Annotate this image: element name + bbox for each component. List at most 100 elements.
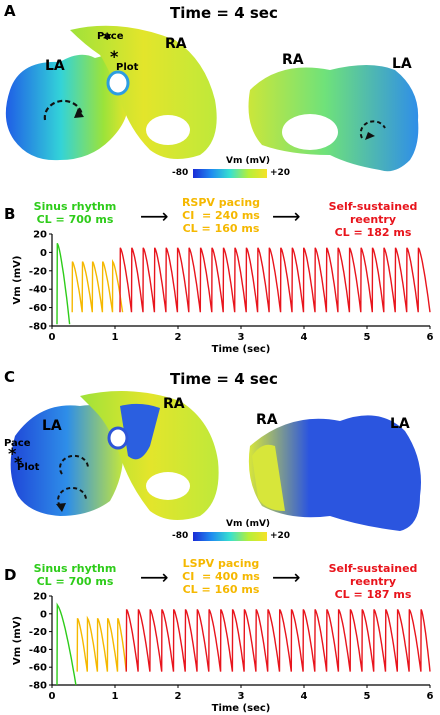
panel-c-right-view-surface xyxy=(248,415,421,531)
panel-d-pacing-line2: CI = 400 ms xyxy=(182,570,260,583)
panel-a-legend-min: -80 xyxy=(172,168,189,178)
panel-d-sinus-line1: Sinus rhythm xyxy=(33,562,117,575)
panel-c-atria-render: * * xyxy=(8,391,421,531)
panel-a-right-view-surface xyxy=(248,65,419,172)
panel-b-arrow-2: ⟶ xyxy=(272,204,301,228)
panel-letter-a: A xyxy=(4,2,16,20)
panel-c-right-yellow-band xyxy=(252,444,285,511)
panel-a-colorbar xyxy=(193,169,267,178)
x-tick-label: 3 xyxy=(238,691,245,702)
x-tick-label: 2 xyxy=(175,332,182,343)
panel-c-reentry-arrowhead xyxy=(56,503,66,512)
y-tick-label: -60 xyxy=(29,663,47,674)
x-tick-label: 5 xyxy=(364,691,371,702)
x-tick-label: 4 xyxy=(301,332,308,343)
panel-c-reentry-arrow-upper xyxy=(59,454,90,475)
x-tick-label: 6 xyxy=(427,332,434,343)
panel-a-reentry-arrowhead-right xyxy=(365,132,375,140)
panel-c-label-ra-right: RA xyxy=(256,412,278,428)
x-tick-label: 1 xyxy=(112,691,119,702)
panel-a-label-ra-left: RA xyxy=(165,36,187,52)
y-tick-label: 0 xyxy=(40,609,47,620)
x-tick-label: 3 xyxy=(238,332,245,343)
panel-d-sinus-line2: CL = 700 ms xyxy=(36,575,114,588)
panel-c-la-surface xyxy=(10,405,124,516)
y-tick-label: -80 xyxy=(29,322,47,333)
x-tick-label: 5 xyxy=(364,332,371,343)
panel-a-legend-max: +20 xyxy=(270,168,291,178)
panel-a-time-title: Time = 4 sec xyxy=(170,4,278,22)
panel-letter-c: C xyxy=(4,368,16,386)
x-tick-label: 0 xyxy=(49,691,56,702)
x-tick-label: 0 xyxy=(49,332,56,343)
panel-b-sinus-line1: Sinus rhythm xyxy=(33,200,117,213)
panel-d-reentry-label: Self-sustained reentry CL = 187 ms xyxy=(308,562,438,601)
panel-d-pacing-label: LSPV pacing CI = 400 ms CL = 160 ms xyxy=(178,557,264,596)
panel-c-label-la-right: LA xyxy=(390,416,410,432)
panel-b-pacing-line1: RSPV pacing xyxy=(181,196,261,209)
panel-a-label-pace: Pace xyxy=(97,31,124,42)
panel-a-label-plot: Plot xyxy=(116,62,139,73)
panel-d-arrow-1: ⟶ xyxy=(140,565,169,589)
panel-a-la-surface xyxy=(5,54,128,161)
y-tick-label: 20 xyxy=(33,592,47,603)
y-tick-label: -80 xyxy=(29,681,47,692)
panel-c-label-plot: Plot xyxy=(17,462,40,473)
y-tick-label: -40 xyxy=(29,645,47,656)
y-tick-label: -60 xyxy=(29,303,47,314)
panel-d-reentry-line1: Self-sustained reentry xyxy=(328,562,418,588)
x-tick-label: 2 xyxy=(175,691,182,702)
panel-b-pacing-label: RSPV pacing CI = 240 ms CL = 160 ms xyxy=(178,196,264,235)
y-tick-label: -20 xyxy=(29,266,47,277)
panel-d-reentry-line2: CL = 187 ms xyxy=(334,588,412,601)
panel-c-legend-title: Vm (mV) xyxy=(226,519,271,529)
panel-c-valve-hole xyxy=(146,472,190,500)
panel-c-time-title: Time = 4 sec xyxy=(170,370,278,388)
panel-b-reentry-line2: CL = 182 ms xyxy=(334,226,412,239)
panel-d-pacing-line1: LSPV pacing xyxy=(182,557,260,570)
x-axis-label: Time (sec) xyxy=(212,703,271,714)
trace-series-1 xyxy=(71,258,124,313)
trace-series-1 xyxy=(76,615,127,672)
x-tick-label: 6 xyxy=(427,691,434,702)
y-tick-label: -40 xyxy=(29,285,47,296)
panel-letter-d: D xyxy=(4,566,17,584)
panel-a-vein-hole xyxy=(106,70,130,96)
panel-a-valve-hole xyxy=(146,115,190,145)
y-axis-label: Vm (mV) xyxy=(12,256,23,305)
panel-c-vein-hole xyxy=(107,426,129,450)
panel-c-legend-max: +20 xyxy=(270,531,291,541)
panel-c-reentry-arrow-lower xyxy=(57,486,88,507)
panel-a-reentry-arrowhead-left xyxy=(74,108,84,118)
panel-c-label-la-left: LA xyxy=(42,418,62,434)
panel-b-pacing-line2: CI = 240 ms xyxy=(182,209,260,222)
panel-letter-b: B xyxy=(4,205,16,223)
plot-marker-icon: * xyxy=(110,47,119,66)
trace-series-2 xyxy=(119,247,431,313)
pace-marker-icon: * xyxy=(103,29,112,48)
panel-c-ra-blue-band xyxy=(120,403,160,460)
panel-c-legend-min: -80 xyxy=(172,531,189,541)
trace-series-0 xyxy=(56,242,71,325)
y-axis-label: Vm (mV) xyxy=(12,616,23,665)
plot-marker-icon: * xyxy=(14,453,23,472)
panel-a-label-la-right: LA xyxy=(392,56,412,72)
panel-a-legend-title: Vm (mV) xyxy=(226,156,271,166)
panel-d-sinus-label: Sinus rhythm CL = 700 ms xyxy=(30,562,120,588)
panel-d-arrow-2: ⟶ xyxy=(272,565,301,589)
panel-a-label-ra-right: RA xyxy=(282,52,304,68)
panel-d-pacing-line3: CL = 160 ms xyxy=(182,583,260,596)
trace-series-0 xyxy=(56,602,77,686)
panel-c-colorbar xyxy=(193,532,267,541)
y-tick-label: -20 xyxy=(29,627,47,638)
panel-b-arrow-1: ⟶ xyxy=(140,204,169,228)
pace-marker-icon: * xyxy=(8,444,17,463)
x-axis-label: Time (sec) xyxy=(212,344,271,355)
y-tick-label: 20 xyxy=(33,230,47,241)
panel-c-label-pace: Pace xyxy=(4,438,31,449)
panel-b-sinus-line2: CL = 700 ms xyxy=(36,213,114,226)
panel-a-label-la-left: LA xyxy=(45,58,65,74)
panel-a-atria-render: * * xyxy=(5,25,419,172)
